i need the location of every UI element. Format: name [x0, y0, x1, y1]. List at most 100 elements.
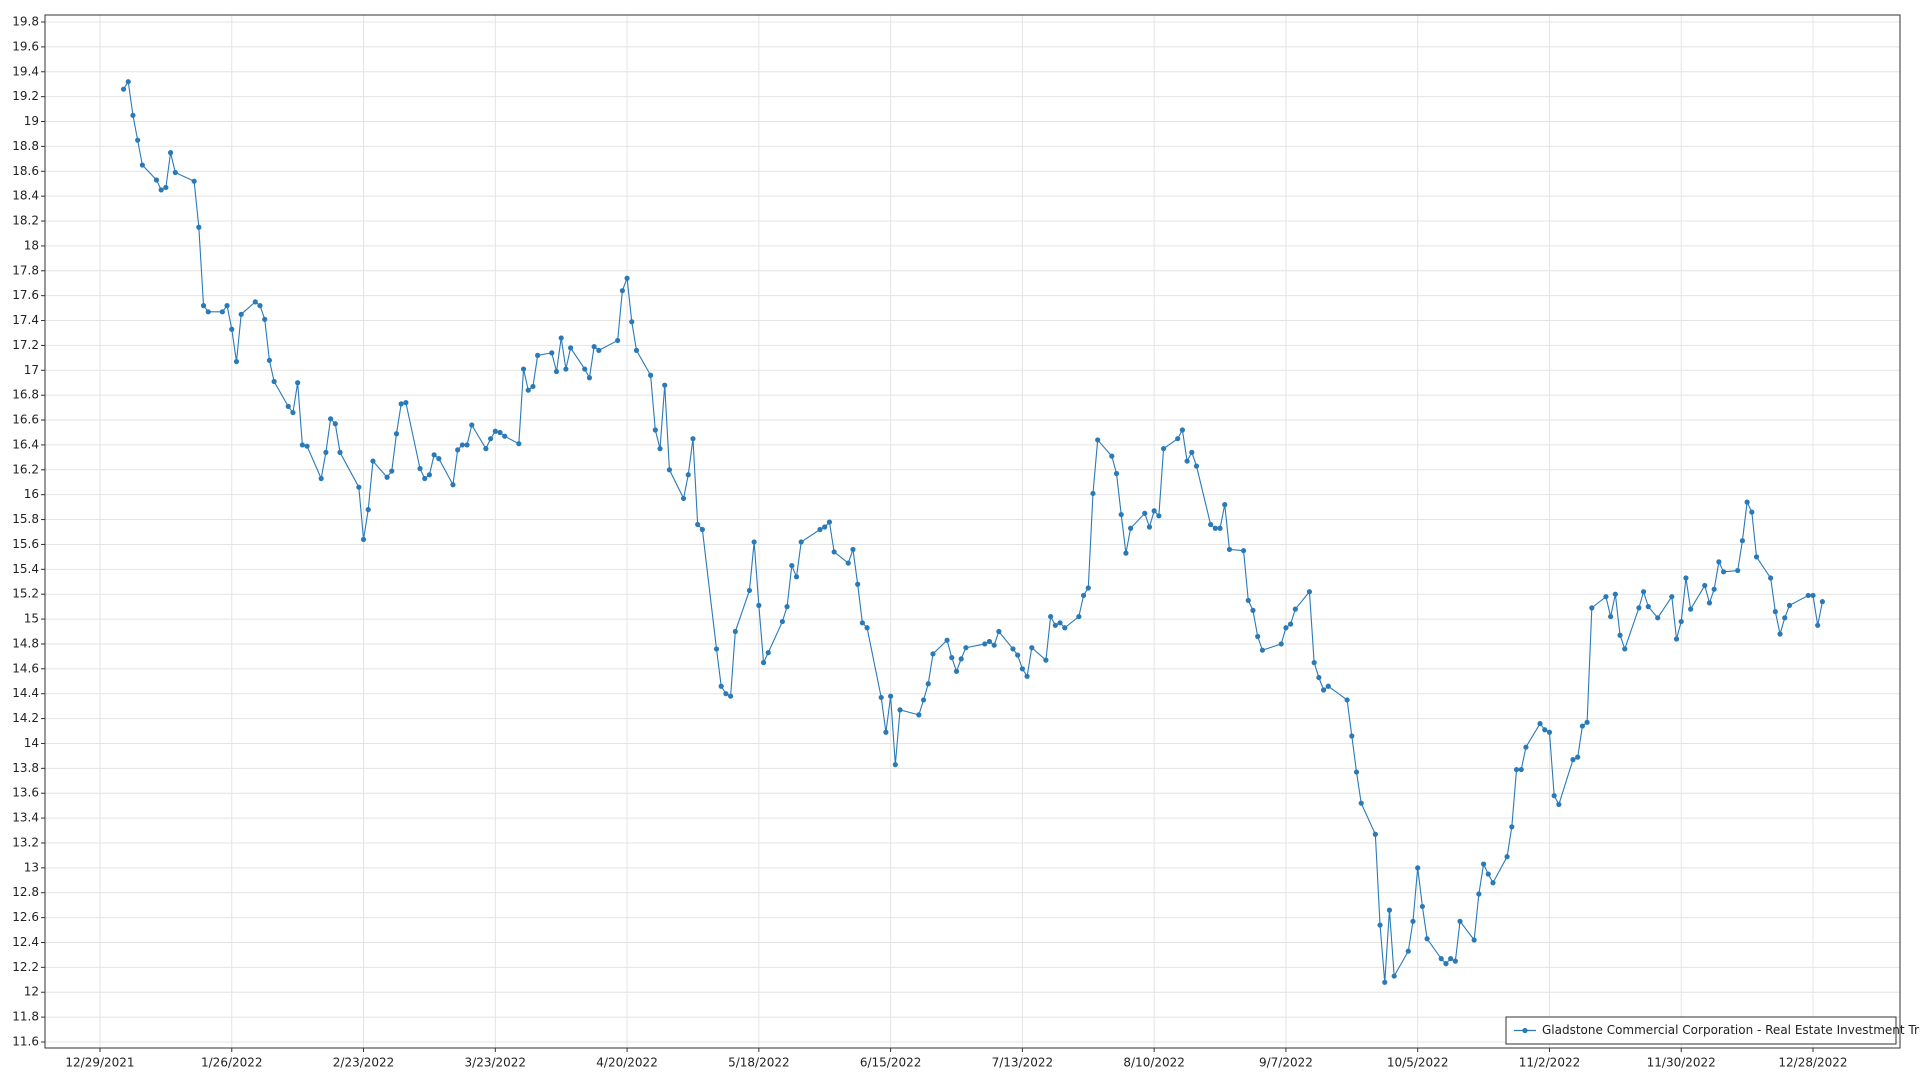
- data-point: [619, 288, 625, 294]
- y-tick-label: 17.6: [12, 288, 39, 302]
- data-point: [685, 472, 691, 478]
- legend-label: Gladstone Commercial Corporation - Real …: [1542, 1023, 1920, 1037]
- data-point: [624, 275, 630, 281]
- data-point: [949, 655, 955, 661]
- data-point: [1250, 607, 1256, 613]
- data-point: [530, 383, 536, 390]
- data-point: [1410, 918, 1416, 924]
- data-point: [520, 366, 527, 372]
- y-tick-label: 12.4: [12, 935, 39, 949]
- data-point: [1076, 613, 1082, 620]
- data-point: [1052, 622, 1058, 628]
- data-point: [1608, 613, 1614, 620]
- data-point: [1184, 458, 1190, 464]
- data-point: [718, 683, 724, 689]
- data-point: [1570, 757, 1576, 763]
- data-point: [1612, 591, 1618, 597]
- data-point: [219, 309, 225, 315]
- data-point: [436, 456, 442, 462]
- data-point: [1193, 463, 1200, 469]
- y-tick-label: 14.4: [12, 686, 39, 700]
- data-point: [1349, 733, 1355, 739]
- data-point: [1245, 597, 1251, 604]
- data-point: [883, 729, 889, 735]
- data-point: [1306, 589, 1313, 595]
- y-tick-label: 16.4: [12, 437, 39, 451]
- x-tick-label: 1/26/2022: [201, 1056, 263, 1070]
- data-point: [648, 372, 654, 378]
- x-tick-label: 9/7/2022: [1259, 1056, 1313, 1070]
- data-point: [953, 668, 960, 674]
- data-point: [549, 350, 555, 356]
- data-point: [1744, 499, 1750, 505]
- data-point: [1655, 615, 1661, 621]
- data-point: [1716, 559, 1722, 565]
- data-point: [1415, 865, 1421, 871]
- data-point: [1320, 687, 1327, 693]
- data-point: [426, 472, 433, 478]
- data-point: [252, 299, 258, 305]
- data-point: [1523, 744, 1529, 750]
- data-point: [1471, 937, 1477, 943]
- data-point: [1476, 891, 1482, 897]
- data-point: [153, 177, 160, 183]
- data-point: [455, 447, 461, 453]
- data-point: [878, 694, 884, 701]
- data-point: [1146, 524, 1153, 530]
- data-point: [1019, 666, 1025, 672]
- x-tick-label: 6/15/2022: [860, 1056, 922, 1070]
- data-point: [332, 421, 338, 427]
- data-point: [1212, 525, 1218, 531]
- data-point: [1753, 554, 1760, 560]
- data-point: [327, 416, 334, 422]
- y-tick-label: 13.4: [12, 811, 39, 825]
- data-point: [1683, 575, 1689, 581]
- data-point: [1509, 824, 1515, 830]
- data-point: [271, 378, 277, 385]
- data-point: [958, 656, 964, 662]
- data-point: [713, 646, 720, 652]
- data-point: [930, 651, 936, 657]
- data-point: [850, 546, 856, 553]
- x-tick-label: 12/29/2021: [65, 1056, 134, 1070]
- data-point: [1085, 585, 1091, 591]
- data-point: [1603, 594, 1609, 600]
- data-point: [1702, 582, 1708, 589]
- legend-box: [1505, 1016, 1897, 1045]
- y-tick-label: 18: [24, 238, 39, 252]
- y-tick-label: 19.4: [12, 64, 39, 78]
- data-point: [756, 602, 762, 608]
- data-point: [1645, 604, 1651, 610]
- data-point: [262, 316, 268, 322]
- data-point: [1344, 697, 1350, 703]
- data-point: [1480, 861, 1487, 867]
- data-point: [1156, 513, 1162, 519]
- data-point: [1353, 769, 1360, 775]
- data-point: [596, 347, 602, 353]
- y-tick-label: 13.8: [12, 761, 39, 775]
- y-tick-label: 14.6: [12, 661, 39, 675]
- data-point: [431, 452, 437, 458]
- data-point: [920, 697, 927, 703]
- data-point: [257, 303, 263, 309]
- data-point: [699, 526, 705, 533]
- data-point: [450, 482, 456, 488]
- data-point: [1217, 525, 1223, 531]
- y-tick-label: 17: [24, 363, 39, 377]
- data-point: [1391, 973, 1397, 979]
- data-point: [1815, 622, 1821, 628]
- x-tick-label: 5/18/2022: [728, 1056, 790, 1070]
- y-tick-label: 12: [24, 985, 39, 999]
- data-point: [723, 691, 729, 697]
- data-point: [831, 549, 837, 555]
- data-point: [563, 366, 569, 372]
- data-point: [657, 446, 663, 452]
- data-point: [1711, 586, 1717, 592]
- data-point: [1537, 720, 1543, 727]
- data-point: [784, 604, 790, 610]
- data-point: [1024, 673, 1030, 679]
- data-point: [1739, 538, 1746, 544]
- data-point: [200, 303, 207, 309]
- data-point: [191, 178, 197, 184]
